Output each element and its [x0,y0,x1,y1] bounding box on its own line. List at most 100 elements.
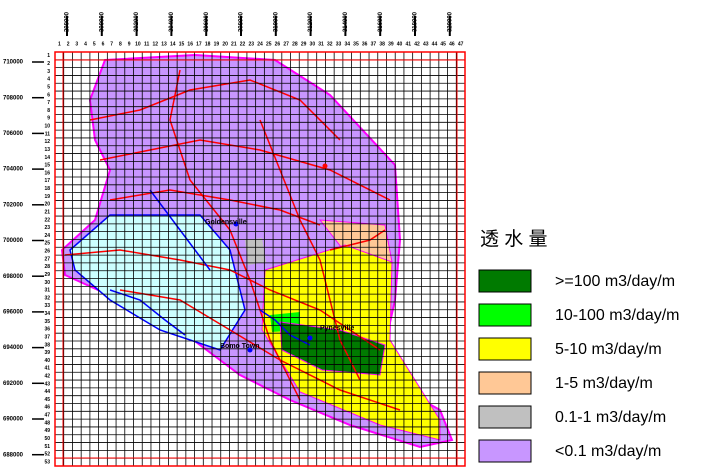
y-coordinate: 704000 [3,167,24,173]
row-number: 44 [44,389,50,395]
column-number: 19 [214,41,220,47]
column-number: 34 [344,41,350,47]
row-number: 30 [44,280,50,286]
column-number: 33 [336,41,342,47]
column-number: 15 [179,41,185,47]
row-number: 48 [44,420,50,426]
legend-title: 透 水 量 [480,228,548,250]
column-number: 38 [379,41,385,47]
row-number: 12 [44,139,50,145]
row-number: 46 [44,405,50,411]
row-number: 8 [47,108,50,114]
column-number: 2 [67,41,70,47]
row-number: 51 [44,444,50,450]
row-number: 43 [44,381,50,387]
column-number: 26 [275,41,281,47]
y-coordinate: 696000 [3,309,24,315]
column-number: 24 [257,41,263,47]
row-number: 45 [44,397,50,403]
place-label: Bomo Town [220,343,260,350]
column-number: 25 [266,41,272,47]
column-number: 35 [353,41,359,47]
y-coordinate: 702000 [3,202,24,208]
y-coordinate: 708000 [3,95,24,101]
row-number: 29 [44,272,50,278]
row-number: 10 [44,124,50,130]
column-number: 18 [205,41,211,47]
legend-swatch [479,338,531,360]
legend-label: >=100 m3/day/m [555,273,675,290]
column-number: 40 [397,41,403,47]
row-number: 22 [44,217,50,223]
column-number: 16 [187,41,193,47]
row-number: 35 [44,319,50,325]
row-number: 37 [44,334,50,340]
legend-swatch [479,440,531,462]
row-number: 9 [47,116,50,122]
row-number: 34 [44,311,50,317]
column-number: 30 [310,41,316,47]
row-number: 50 [44,436,50,442]
column-number: 12 [153,41,159,47]
column-number: 17 [196,41,202,47]
row-number: 2 [47,61,50,67]
column-number: 31 [318,41,324,47]
column-number: 1 [58,41,61,47]
column-number: 11 [144,41,150,47]
row-number: 23 [44,225,50,231]
column-number: 43 [423,41,429,47]
column-number: 45 [440,41,446,47]
row-number: 32 [44,295,50,301]
column-number: 36 [362,41,368,47]
column-number: 4 [84,41,87,47]
row-number: 5 [47,84,50,90]
column-number: 32 [327,41,333,47]
y-coordinate: 706000 [3,131,24,137]
y-coordinate: 692000 [3,381,24,387]
column-number: 46 [449,41,455,47]
row-number: 21 [44,209,50,215]
column-number: 6 [102,41,105,47]
column-number: 39 [388,41,394,47]
row-number: 14 [44,155,50,161]
row-number: 36 [44,327,50,333]
column-number: 47 [458,41,464,47]
legend-swatch [479,270,531,292]
row-number: 53 [44,459,50,465]
row-number: 52 [44,452,50,458]
row-number: 11 [45,131,51,137]
column-number: 27 [283,41,289,47]
row-number: 40 [44,358,50,364]
column-number: 41 [406,41,412,47]
row-number: 17 [44,178,50,184]
row-number: 27 [44,256,50,262]
row-number: 3 [47,69,50,75]
row-number: 25 [44,241,50,247]
row-number: 20 [44,202,50,208]
y-coordinate: 700000 [3,238,24,244]
column-number: 22 [240,41,246,47]
legend-swatch [479,304,531,326]
row-number: 13 [44,147,50,153]
place-marker [308,336,313,341]
row-number: 39 [44,350,50,356]
row-number: 28 [44,264,50,270]
row-number: 42 [44,373,50,379]
y-coordinate: 694000 [3,345,24,351]
column-number: 5 [93,41,96,47]
column-number: 42 [414,41,420,47]
y-coordinate: 690000 [3,417,24,423]
column-number: 9 [128,41,131,47]
row-number: 1 [47,53,50,59]
place-label: Pynesville [320,325,354,332]
column-number: 29 [301,41,307,47]
y-coordinate: 698000 [3,274,24,280]
column-number: 7 [110,41,113,47]
row-number: 6 [47,92,50,98]
row-number: 15 [44,163,50,169]
place-label: Goldensville [205,219,247,226]
row-number: 41 [44,366,50,372]
row-number: 26 [44,249,50,255]
column-number: 23 [248,41,254,47]
row-number: 38 [44,342,50,348]
